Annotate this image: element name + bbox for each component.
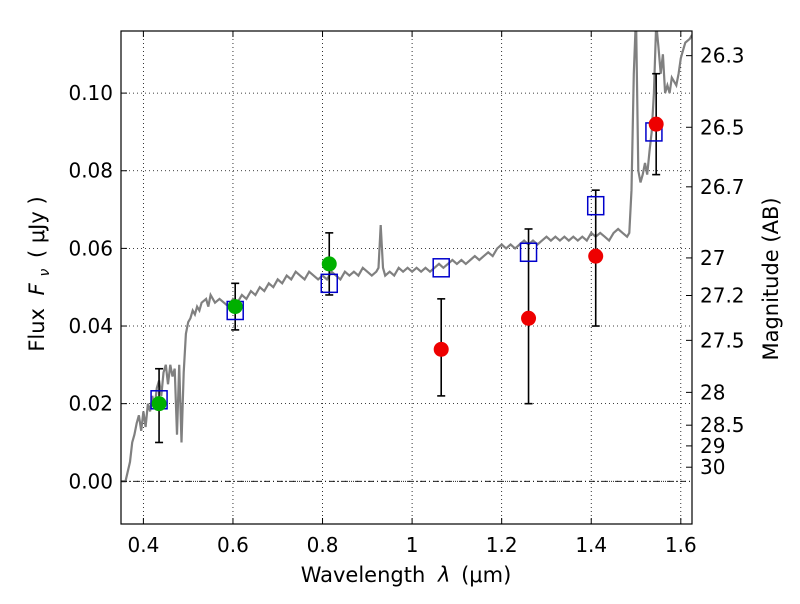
x-tick-label: 1.6 xyxy=(665,533,697,557)
model-square-marker xyxy=(519,242,538,263)
right-axis-label: Magnitude (AB) xyxy=(759,197,783,360)
model-square-marker xyxy=(432,258,450,278)
right-tick-label: 26.3 xyxy=(700,44,745,68)
x-axis-label-symbol: λ xyxy=(437,563,450,587)
axis-ticks xyxy=(121,31,692,524)
x-tick-label: 1.4 xyxy=(575,533,607,557)
x-tick-label: 0.8 xyxy=(307,533,339,557)
right-tick-label: 30 xyxy=(700,455,725,479)
right-tick-label: 28 xyxy=(700,380,725,404)
y-axis-label-text: Flux xyxy=(25,308,49,352)
measured-flux-point xyxy=(433,341,449,357)
tick-labels: 0.4 0.6 0.8 1 1.2 1.4 1.6 0.00 0.02 0.04 0.06 0.08 0… xyxy=(68,44,744,557)
model-squares xyxy=(150,122,663,410)
y-axis-label-symbol: F xyxy=(25,282,49,295)
right-tick-label: 28.5 xyxy=(700,413,745,437)
y-tick-label: 0.06 xyxy=(68,236,113,260)
x-axis-label-unit: (μm) xyxy=(461,563,511,587)
detected-flux-point xyxy=(227,299,243,315)
right-tick-label: 27 xyxy=(700,246,725,270)
right-tick-label: 27.5 xyxy=(700,328,745,352)
template-spectrum xyxy=(121,31,692,483)
x-axis-label-text: Wavelength xyxy=(301,563,426,587)
measured-flux-point xyxy=(521,310,537,326)
x-axis-label: Wavelength λ (μm) xyxy=(301,563,512,587)
right-tick-label: 29 xyxy=(700,434,725,458)
right-tick-label: 27.2 xyxy=(700,284,745,308)
y-tick-label: 0.00 xyxy=(68,469,113,493)
y-tick-label: 0.08 xyxy=(68,159,113,183)
y-tick-label: 0.02 xyxy=(68,392,113,416)
template-spectrum-line xyxy=(121,31,692,483)
measured-flux-point xyxy=(588,248,604,264)
x-tick-label: 0.6 xyxy=(217,533,249,557)
error-bars xyxy=(155,72,661,444)
measured-flux-point xyxy=(648,116,664,132)
plot-frame xyxy=(120,30,693,525)
detected-flux-point xyxy=(151,396,167,412)
flux-points xyxy=(151,116,664,412)
model-square-marker xyxy=(320,273,338,294)
detected-flux-point xyxy=(321,256,337,272)
right-tick-label: 26.5 xyxy=(700,115,745,139)
x-tick-label: 0.4 xyxy=(127,533,159,557)
grid-lines xyxy=(121,31,692,524)
y-axis-label-unit: ( μJy ) xyxy=(25,196,49,258)
y-axis-label-subscript: ν xyxy=(37,269,53,277)
model-square-marker xyxy=(586,195,605,216)
y-tick-label: 0.04 xyxy=(68,314,113,338)
x-tick-label: 1 xyxy=(406,533,419,557)
right-tick-label: 26.7 xyxy=(700,175,745,199)
x-tick-label: 1.2 xyxy=(486,533,518,557)
y-tick-label: 0.10 xyxy=(68,81,113,105)
y-axis-label: Flux F ν ( μJy ) xyxy=(25,196,54,351)
